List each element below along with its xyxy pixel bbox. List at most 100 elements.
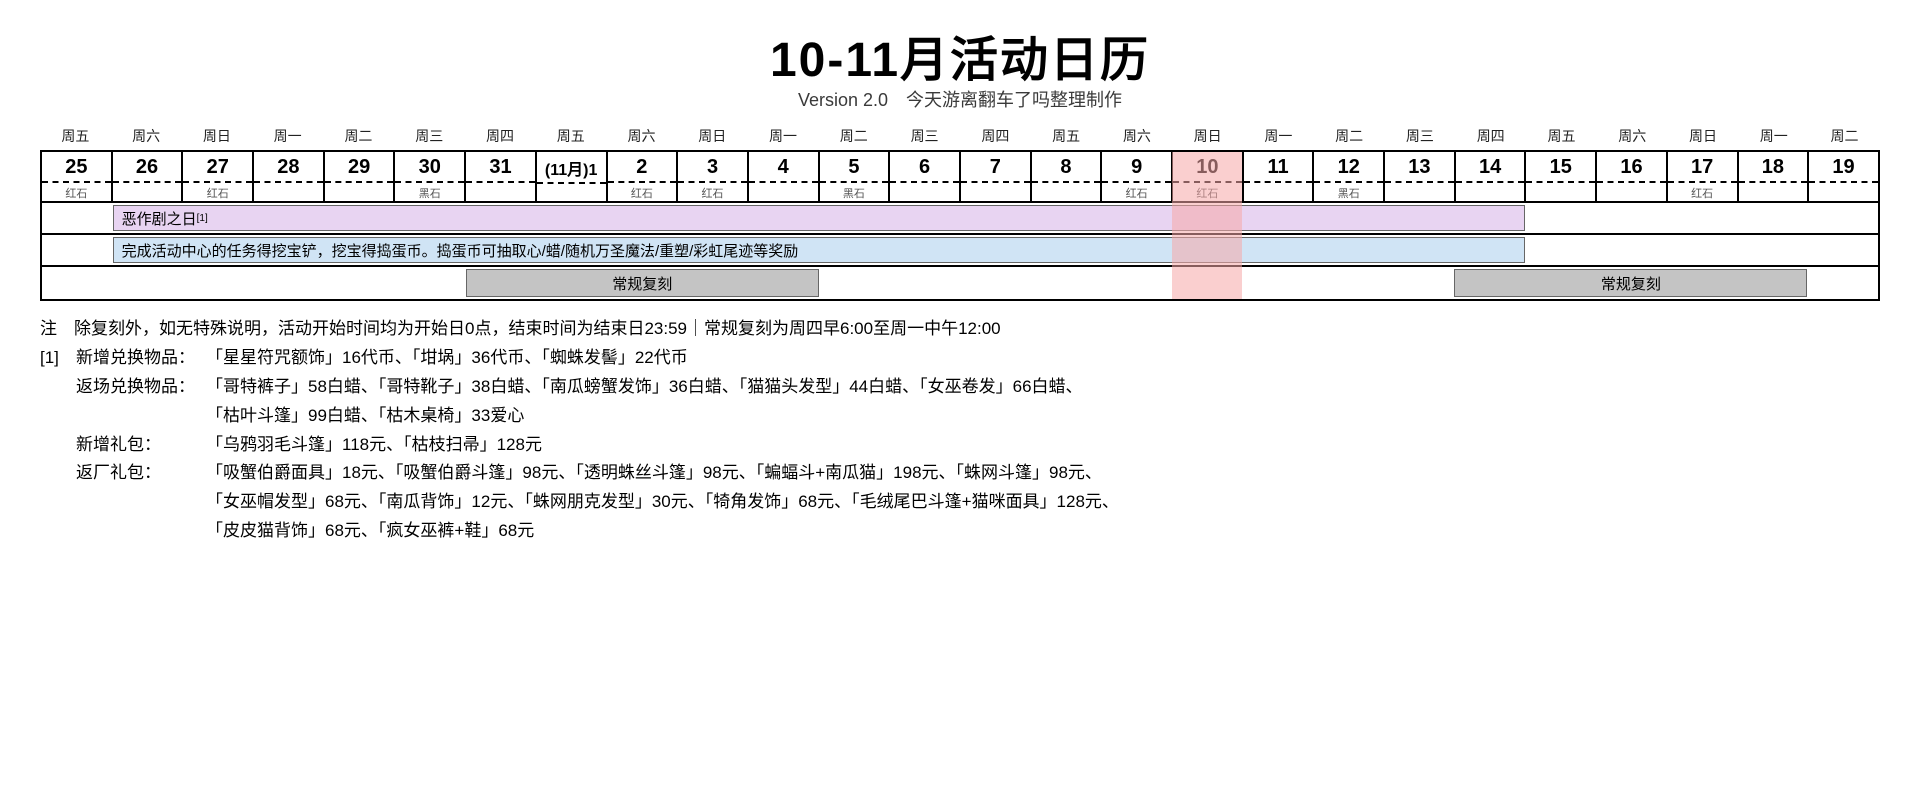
note-body: 「哥特裤子」58白蜡、「哥特靴子」38白蜡、「南瓜螃蟹发饰」36白蜡、「猫猫头发… [206, 373, 1880, 402]
date-cell: 13 [1385, 152, 1456, 201]
weekday-cell: 周五 [1031, 122, 1102, 150]
date-cell: 19 [1809, 152, 1878, 201]
note-body: 「枯叶斗篷」99白蜡、「枯木桌椅」33爱心 [206, 402, 1880, 431]
weekday-row: 周五周六周日周一周二周三周四周五周六周日周一周二周三周四周五周六周日周一周二周三… [40, 122, 1880, 150]
date-number: 11 [1244, 156, 1313, 179]
date-cell: 30黑石 [395, 152, 466, 201]
date-cell: 27红石 [183, 152, 254, 201]
date-stone-label: 红石 [183, 181, 252, 201]
date-cell: 11 [1244, 152, 1315, 201]
date-stone-label [1456, 181, 1525, 197]
date-cell: 31 [466, 152, 537, 201]
date-cell: 26 [113, 152, 184, 201]
note-prefix [40, 431, 76, 460]
date-number: (11月)1 [537, 156, 606, 180]
date-cell: 12黑石 [1314, 152, 1385, 201]
weekday-cell: 周日 [1172, 122, 1243, 150]
date-number: 19 [1809, 156, 1878, 179]
date-stone-label [1385, 181, 1454, 197]
date-stone-label: 黑石 [395, 181, 464, 201]
date-stone-label [325, 181, 394, 197]
weekday-cell: 周五 [40, 122, 111, 150]
note-label: 新增礼包： [76, 431, 206, 460]
date-cell: 6 [890, 152, 961, 201]
note-body: 「星星符咒额饰」16代币、「坩埚」36代币、「蜘蛛发髻」22代币 [206, 344, 1880, 373]
weekday-cell: 周六 [1101, 122, 1172, 150]
weekday-cell: 周二 [818, 122, 889, 150]
date-number: 18 [1739, 156, 1808, 179]
date-number: 30 [395, 156, 464, 179]
date-stone-label: 红石 [608, 181, 677, 201]
note-label: 新增兑换物品： [76, 344, 206, 373]
date-cell: (11月)1 [537, 152, 608, 201]
weekday-cell: 周五 [1526, 122, 1597, 150]
page-subtitle: Version 2.0 今天游离翻车了吗整理制作 [40, 86, 1880, 112]
event-track: 恶作剧之日[1] [42, 203, 1878, 235]
weekday-cell: 周二 [1809, 122, 1880, 150]
date-number: 8 [1032, 156, 1101, 179]
event-footnote-ref: [1] [197, 213, 208, 224]
date-number: 27 [183, 156, 252, 179]
date-number: 2 [608, 156, 677, 179]
date-cell: 7 [961, 152, 1032, 201]
date-number: 4 [749, 156, 818, 179]
date-stone-label: 红石 [1668, 181, 1737, 201]
date-stone-label [1526, 181, 1595, 197]
weekday-cell: 周一 [1243, 122, 1314, 150]
event-track: 完成活动中心的任务得挖宝铲，挖宝得捣蛋币。捣蛋币可抽取心/蜡/随机万圣魔法/重塑… [42, 235, 1878, 267]
event-label: 恶作剧之日 [122, 208, 197, 229]
weekday-cell: 周日 [182, 122, 253, 150]
event-label: 常规复刻 [612, 273, 672, 294]
event-rows: 恶作剧之日[1]完成活动中心的任务得挖宝铲，挖宝得捣蛋币。捣蛋币可抽取心/蜡/随… [42, 201, 1878, 299]
note-line: 「女巫帽发型」68元、「南瓜背饰」12元、「蛛网朋克发型」30元、「犄角发饰」6… [40, 488, 1880, 517]
date-stone-label [1032, 181, 1101, 197]
date-number: 16 [1597, 156, 1666, 179]
notes-section: 注 除复刻外，如无特殊说明，活动开始时间均为开始日0点，结束时间为结束日23:5… [40, 315, 1880, 546]
event-bar: 常规复刻 [1454, 269, 1807, 297]
note-line: [1]新增兑换物品：「星星符咒额饰」16代币、「坩埚」36代币、「蜘蛛发髻」22… [40, 344, 1880, 373]
date-stone-label: 黑石 [1314, 181, 1383, 201]
weekday-cell: 周三 [889, 122, 960, 150]
date-cell: 2红石 [608, 152, 679, 201]
date-number: 5 [820, 156, 889, 179]
date-cell: 8 [1032, 152, 1103, 201]
date-number: 29 [325, 156, 394, 179]
date-stone-label [537, 182, 606, 198]
date-stone-label [1597, 181, 1666, 197]
date-number: 13 [1385, 156, 1454, 179]
date-number: 31 [466, 156, 535, 179]
date-cell: 18 [1739, 152, 1810, 201]
weekday-cell: 周二 [323, 122, 394, 150]
weekday-cell: 周三 [1385, 122, 1456, 150]
weekday-cell: 周六 [1597, 122, 1668, 150]
date-number: 26 [113, 156, 182, 179]
event-bar: 完成活动中心的任务得挖宝铲，挖宝得捣蛋币。捣蛋币可抽取心/蜡/随机万圣魔法/重塑… [113, 237, 1525, 263]
date-stone-label [1244, 181, 1313, 197]
date-stone-label: 红石 [1102, 181, 1171, 201]
date-number: 28 [254, 156, 323, 179]
date-stone-label [749, 181, 818, 197]
weekday-cell: 周三 [394, 122, 465, 150]
date-number: 10 [1173, 156, 1242, 179]
date-stone-label [254, 181, 323, 197]
date-cell: 25红石 [42, 152, 113, 201]
weekday-cell: 周一 [748, 122, 819, 150]
weekday-cell: 周日 [1668, 122, 1739, 150]
date-number: 3 [678, 156, 747, 179]
note-line: 返场兑换物品：「哥特裤子」58白蜡、「哥特靴子」38白蜡、「南瓜螃蟹发饰」36白… [40, 373, 1880, 402]
note-prefix [40, 373, 76, 402]
event-label: 常规复刻 [1601, 273, 1661, 294]
date-cell: 15 [1526, 152, 1597, 201]
date-number: 17 [1668, 156, 1737, 179]
note-body: 「女巫帽发型」68元、「南瓜背饰」12元、「蛛网朋克发型」30元、「犄角发饰」6… [206, 488, 1880, 517]
date-cell: 29 [325, 152, 396, 201]
header: 10-11月活动日历 Version 2.0 今天游离翻车了吗整理制作 [40, 20, 1880, 112]
note-body: 「吸蟹伯爵面具」18元、「吸蟹伯爵斗篷」98元、「透明蛛丝斗篷」98元、「蝙蝠斗… [206, 459, 1880, 488]
date-number: 6 [890, 156, 959, 179]
date-cell: 14 [1456, 152, 1527, 201]
event-bar: 常规复刻 [466, 269, 819, 297]
weekday-cell: 周日 [677, 122, 748, 150]
date-cell: 28 [254, 152, 325, 201]
date-stone-label: 红石 [678, 181, 747, 201]
note-body: 「皮皮猫背饰」68元、「疯女巫裤+鞋」68元 [206, 517, 1880, 546]
